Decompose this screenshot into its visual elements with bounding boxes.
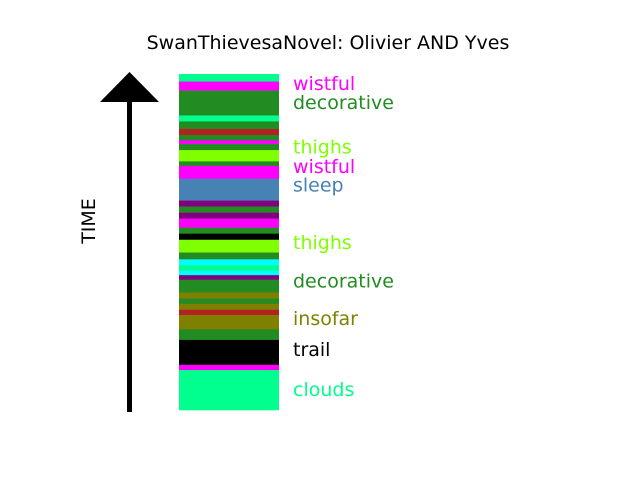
timeline-band [179, 121, 279, 130]
timeline-band [179, 298, 279, 305]
word-label: decorative [293, 270, 394, 292]
word-label: thighs [293, 136, 352, 158]
timeline-band [179, 309, 279, 316]
timeline-band [179, 259, 279, 266]
timeline-band [179, 265, 279, 271]
timeline-band [179, 275, 279, 280]
timeline-band [179, 178, 279, 201]
timeline-band [179, 81, 279, 91]
timeline-band [179, 135, 279, 141]
time-arrow-head [100, 72, 159, 102]
timeline-band [179, 144, 279, 151]
timeline-band [179, 115, 279, 122]
timeline-band [179, 200, 279, 207]
word-label: trail [293, 339, 330, 361]
word-label: decorative [293, 92, 394, 114]
word-labels: wistfuldecorativethighswistfulsleepthigh… [293, 73, 394, 401]
timeline-band [179, 239, 279, 253]
timeline-band [179, 279, 279, 293]
word-label: thighs [293, 232, 352, 254]
timeline-bar [179, 74, 279, 411]
timeline-band [179, 218, 279, 228]
timeline-band [179, 74, 279, 82]
word-label: wistful [293, 73, 355, 95]
timeline-band [179, 252, 279, 260]
timeline-band [179, 90, 279, 116]
timeline-band [179, 292, 279, 299]
timeline-band [179, 329, 279, 341]
word-label: wistful [293, 156, 355, 178]
timeline-band [179, 370, 279, 411]
timeline-band [179, 129, 279, 136]
timeline-band [179, 227, 279, 235]
timeline-band [179, 315, 279, 330]
timeline-band [179, 303, 279, 311]
timeline-band [179, 165, 279, 180]
timeline-band [179, 339, 279, 366]
word-label: insofar [293, 308, 358, 330]
timeline-band [179, 364, 279, 371]
timeline-band [179, 150, 279, 162]
timeline-band [179, 212, 279, 219]
timeline-band [179, 233, 279, 241]
chart-title: SwanThievesaNovel: Olivier AND Yves [147, 32, 510, 54]
timeline-band [179, 206, 279, 213]
word-label: sleep [293, 175, 344, 197]
timeline-band [179, 161, 279, 167]
word-label: clouds [293, 379, 354, 401]
timeline-band [179, 140, 279, 145]
y-axis-label: TIME [78, 198, 100, 245]
time-arrow [100, 72, 159, 412]
timeline-band [179, 270, 279, 276]
